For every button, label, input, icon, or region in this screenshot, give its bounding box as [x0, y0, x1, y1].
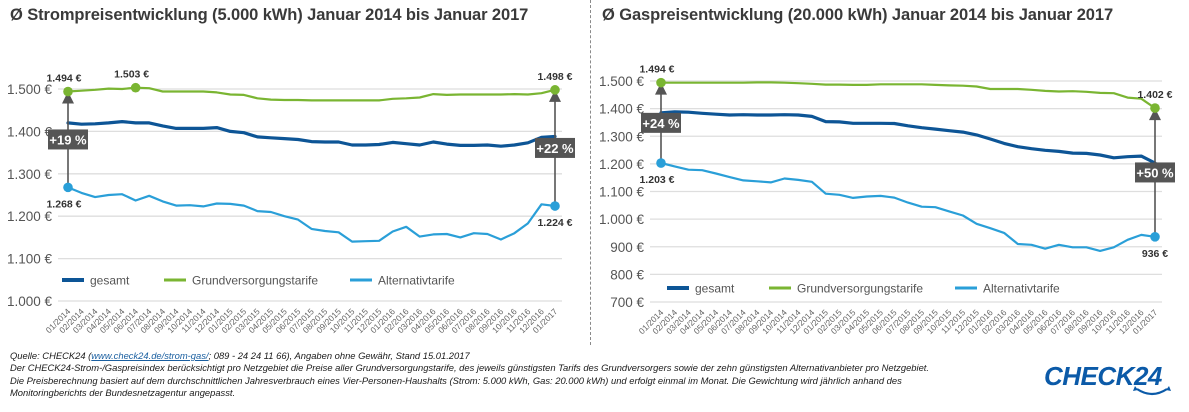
- strom-chart-title: Ø Strompreisentwicklung (5.000 kWh) Janu…: [10, 6, 529, 24]
- y-tick-label: 1.100 €: [599, 185, 645, 200]
- series-line-gesamt: [66, 119, 557, 148]
- marker-dot-grund: [656, 77, 666, 88]
- y-tick-label: 1.500 €: [7, 82, 53, 97]
- strom-chart: 1.000 € 1.100 € 1.200 € 1.300 € 1.400 € 1.500…: [7, 69, 575, 335]
- series-line-grund: [659, 81, 1157, 110]
- arrow-up-icon: [1149, 108, 1161, 121]
- percent-change-label: +19 %: [49, 132, 87, 147]
- percent-change-box: [641, 112, 681, 133]
- y-tick-label: 800 €: [610, 267, 644, 282]
- source-suffix: ; 089 - 24 24 11 66), Angaben ohne Gewäh…: [208, 350, 470, 361]
- legend-label-alternativ: Alternativtarife: [983, 282, 1060, 296]
- value-label: 1.224 €: [537, 217, 572, 229]
- y-tick-label: 1.000 €: [599, 212, 645, 227]
- marker-dot-grund: [63, 86, 73, 97]
- y-tick-label: 1.100 €: [7, 252, 53, 267]
- marker-dot-grund: [550, 85, 560, 95]
- value-label: 1.494 €: [46, 73, 81, 85]
- y-tick-label: 1.300 €: [599, 129, 645, 144]
- logo-arrow-left-icon: [1133, 386, 1138, 391]
- gas-chart-title: Ø Gaspreisentwicklung (20.000 kWh) Janua…: [602, 6, 1114, 24]
- value-label: 1.503 €: [114, 69, 149, 81]
- gas-chart: 700 € 800 € 900 € 1.000 € 1.100 € 1.200 € 1.30…: [599, 64, 1175, 336]
- value-label: 936 €: [1142, 248, 1168, 260]
- logo-arrow-right-icon: [1166, 386, 1171, 391]
- legend-label-grund: Grundversorgungstarife: [797, 282, 923, 296]
- panel-divider: [590, 0, 591, 345]
- gas-chart-panel: Ø Gaspreisentwicklung (20.000 kWh) Janua…: [592, 0, 1189, 345]
- y-tick-label: 1.500 €: [599, 74, 645, 89]
- footer-notes: Quelle: CHECK24 (www.check24.de/strom-ga…: [10, 350, 990, 399]
- marker-dot-alternativ: [63, 182, 73, 193]
- percent-change-box: [1135, 162, 1175, 183]
- source-prefix: Quelle: CHECK24 (: [10, 350, 92, 361]
- legend-label-grund: Grundversorgungstarife: [192, 274, 318, 288]
- y-tick-label: 1.400 €: [599, 102, 645, 117]
- y-tick-label: 900 €: [610, 240, 644, 255]
- logo-text: CHECK24: [1044, 361, 1163, 391]
- percent-change-box: [48, 129, 88, 150]
- legend-label-alternativ: Alternativtarife: [378, 274, 455, 288]
- check24-logo: CHECK24: [1044, 361, 1171, 396]
- y-tick-label: 1.200 €: [599, 157, 645, 172]
- series-line-grund: [66, 86, 557, 102]
- percent-change-label: +24 %: [642, 116, 680, 131]
- percent-change-box: [535, 137, 575, 158]
- y-tick-label: 1.400 €: [7, 124, 53, 139]
- y-tick-label: 700 €: [610, 295, 644, 310]
- marker-dot-alternativ: [656, 158, 666, 168]
- arrow-up-icon: [62, 91, 74, 104]
- footer-line-3: Die Preisberechnung basiert auf dem durc…: [10, 374, 902, 386]
- logo-smile-icon: [1136, 388, 1168, 396]
- series-line-alternativ: [66, 186, 557, 243]
- legend-label-gesamt: gesamt: [695, 282, 735, 296]
- marker-dot-alternativ: [550, 201, 560, 211]
- marker-dot-alternativ: [1150, 232, 1160, 242]
- series-line-gesamt: [659, 110, 1157, 165]
- value-label: 1.402 €: [1137, 89, 1172, 101]
- arrow-up-icon: [549, 89, 561, 102]
- value-label: 1.268 €: [46, 198, 81, 210]
- y-tick-label: 1.200 €: [7, 209, 53, 224]
- footer-line-2: Der CHECK24-Strom-/Gaspreisindex berücks…: [10, 362, 930, 374]
- marker-dot-grund: [130, 82, 141, 93]
- source-link[interactable]: www.check24.de/strom-gas/: [91, 350, 209, 361]
- value-label: 1.203 €: [639, 174, 674, 186]
- value-label: 1.498 €: [537, 71, 572, 83]
- arrow-up-icon: [655, 82, 667, 95]
- strom-chart-panel: Ø Strompreisentwicklung (5.000 kWh) Janu…: [0, 0, 590, 345]
- y-tick-label: 1.000 €: [7, 294, 53, 309]
- value-label: 1.494 €: [639, 64, 674, 76]
- series-line-alternativ: [659, 161, 1157, 252]
- percent-change-label: +22 %: [536, 141, 574, 156]
- footer-source: Quelle: CHECK24 (www.check24.de/strom-ga…: [10, 350, 990, 362]
- legend-label-gesamt: gesamt: [90, 274, 130, 288]
- footer-line-4: Monitoringberichts der Bundesnetzagentur…: [10, 386, 236, 398]
- y-tick-label: 1.300 €: [7, 167, 53, 182]
- marker-dot-grund: [1150, 103, 1160, 113]
- percent-change-label: +50 %: [1136, 165, 1174, 180]
